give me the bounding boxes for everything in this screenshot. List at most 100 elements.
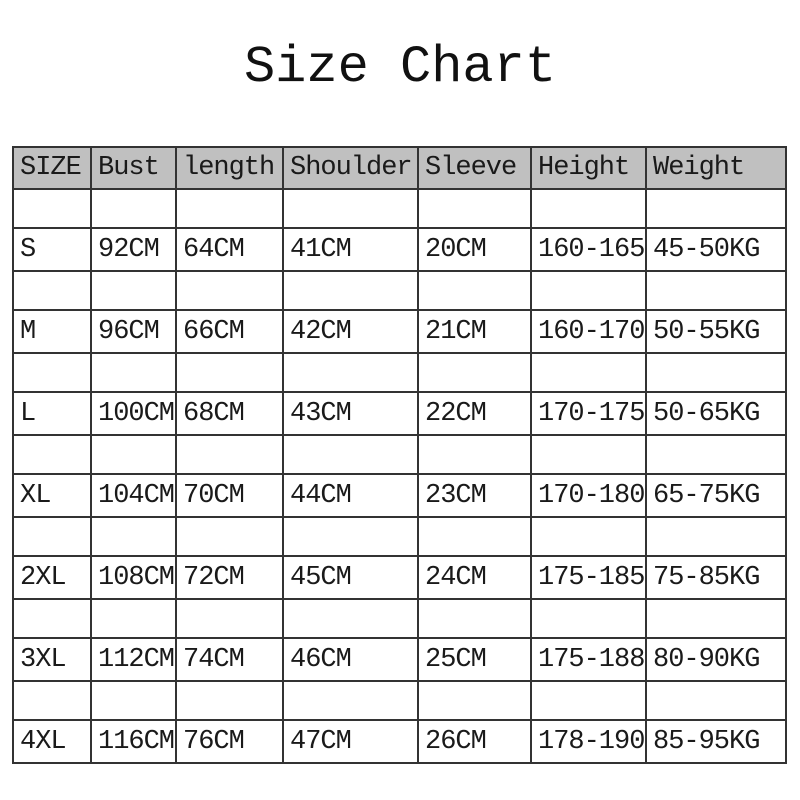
weight-cell: 75-85KG [645, 555, 787, 600]
spacer-row [12, 516, 787, 557]
bust-cell: 116CM [90, 719, 177, 764]
spacer-cell [175, 680, 284, 721]
spacer-cell [645, 516, 787, 557]
spacer-row [12, 270, 787, 311]
spacer-cell [90, 270, 177, 311]
spacer-cell [282, 598, 419, 639]
spacer-cell [645, 270, 787, 311]
column-header-weight: Weight [645, 146, 787, 190]
spacer-cell [12, 188, 92, 229]
size-cell: 4XL [12, 719, 92, 764]
column-header-height: Height [530, 146, 647, 190]
sleeve-cell: 24CM [417, 555, 532, 600]
sleeve-cell: 23CM [417, 473, 532, 518]
spacer-cell [530, 188, 647, 229]
shoulder-cell: 46CM [282, 637, 419, 682]
length-cell: 68CM [175, 391, 284, 436]
weight-cell: 80-90KG [645, 637, 787, 682]
spacer-cell [417, 188, 532, 229]
shoulder-cell: 47CM [282, 719, 419, 764]
spacer-cell [417, 680, 532, 721]
spacer-cell [530, 352, 647, 393]
table-row-m: M 96CM 66CM 42CM 21CM 160-170 50-55KG [12, 309, 787, 354]
spacer-cell [530, 270, 647, 311]
height-cell: 175-188 [530, 637, 647, 682]
spacer-cell [645, 188, 787, 229]
spacer-cell [175, 352, 284, 393]
shoulder-cell: 42CM [282, 309, 419, 354]
column-header-length: length [175, 146, 284, 190]
sleeve-cell: 25CM [417, 637, 532, 682]
spacer-cell [645, 434, 787, 475]
shoulder-cell: 44CM [282, 473, 419, 518]
height-cell: 160-165 [530, 227, 647, 272]
spacer-cell [90, 516, 177, 557]
spacer-cell [530, 516, 647, 557]
spacer-cell [530, 598, 647, 639]
height-cell: 170-180 [530, 473, 647, 518]
spacer-cell [90, 598, 177, 639]
length-cell: 70CM [175, 473, 284, 518]
sleeve-cell: 20CM [417, 227, 532, 272]
length-cell: 74CM [175, 637, 284, 682]
spacer-cell [282, 434, 419, 475]
bust-cell: 100CM [90, 391, 177, 436]
spacer-cell [282, 352, 419, 393]
spacer-cell [12, 680, 92, 721]
spacer-row [12, 188, 787, 229]
table-row-xl: XL 104CM 70CM 44CM 23CM 170-180 65-75KG [12, 473, 787, 518]
table-row-s: S 92CM 64CM 41CM 20CM 160-165 45-50KG [12, 227, 787, 272]
spacer-cell [645, 598, 787, 639]
bust-cell: 92CM [90, 227, 177, 272]
spacer-cell [90, 352, 177, 393]
size-chart-table: SIZE Bust length Shoulder Sleeve Height Weight… [12, 146, 787, 764]
height-cell: 175-185 [530, 555, 647, 600]
spacer-cell [530, 680, 647, 721]
spacer-cell [175, 434, 284, 475]
spacer-cell [282, 680, 419, 721]
weight-cell: 85-95KG [645, 719, 787, 764]
size-cell: XL [12, 473, 92, 518]
spacer-row [12, 680, 787, 721]
spacer-cell [175, 516, 284, 557]
weight-cell: 50-55KG [645, 309, 787, 354]
shoulder-cell: 41CM [282, 227, 419, 272]
column-header-bust: Bust [90, 146, 177, 190]
table-row-3xl: 3XL 112CM 74CM 46CM 25CM 175-188 80-90KG [12, 637, 787, 682]
length-cell: 66CM [175, 309, 284, 354]
height-cell: 160-170 [530, 309, 647, 354]
length-cell: 72CM [175, 555, 284, 600]
spacer-cell [90, 188, 177, 229]
spacer-cell [12, 270, 92, 311]
spacer-row [12, 434, 787, 475]
spacer-cell [175, 270, 284, 311]
shoulder-cell: 45CM [282, 555, 419, 600]
spacer-cell [12, 516, 92, 557]
weight-cell: 50-65KG [645, 391, 787, 436]
weight-cell: 45-50KG [645, 227, 787, 272]
sleeve-cell: 26CM [417, 719, 532, 764]
size-cell: 2XL [12, 555, 92, 600]
spacer-cell [282, 188, 419, 229]
spacer-cell [530, 434, 647, 475]
spacer-cell [645, 352, 787, 393]
bust-cell: 112CM [90, 637, 177, 682]
length-cell: 76CM [175, 719, 284, 764]
height-cell: 178-190 [530, 719, 647, 764]
table-header-row: SIZE Bust length Shoulder Sleeve Height Weight [12, 146, 787, 190]
size-cell: 3XL [12, 637, 92, 682]
table-row-2xl: 2XL 108CM 72CM 45CM 24CM 175-185 75-85KG [12, 555, 787, 600]
spacer-cell [417, 516, 532, 557]
spacer-cell [417, 598, 532, 639]
spacer-cell [417, 270, 532, 311]
bust-cell: 104CM [90, 473, 177, 518]
bust-cell: 96CM [90, 309, 177, 354]
spacer-cell [282, 516, 419, 557]
table-row-l: L 100CM 68CM 43CM 22CM 170-175 50-65KG [12, 391, 787, 436]
bust-cell: 108CM [90, 555, 177, 600]
shoulder-cell: 43CM [282, 391, 419, 436]
spacer-cell [12, 352, 92, 393]
weight-cell: 65-75KG [645, 473, 787, 518]
spacer-cell [645, 680, 787, 721]
